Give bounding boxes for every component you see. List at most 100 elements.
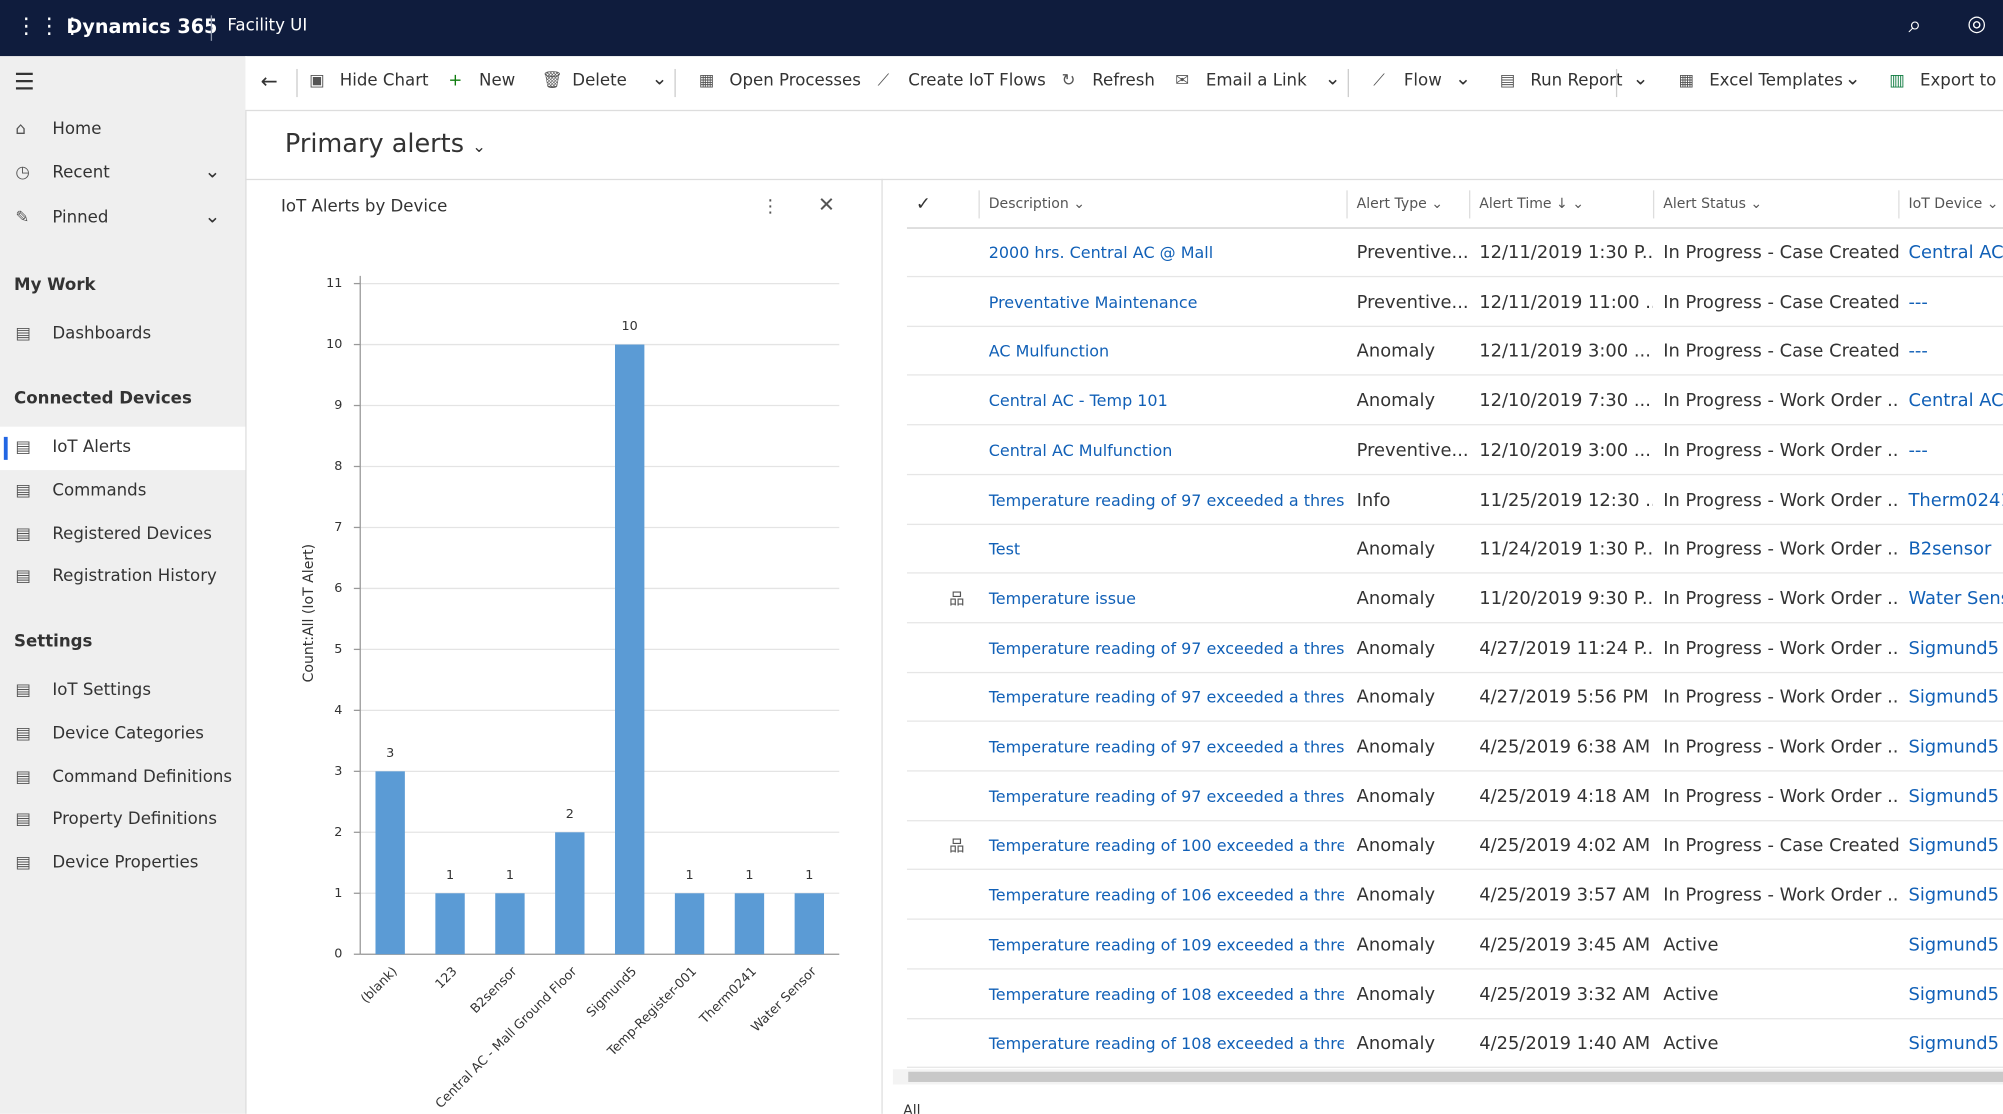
grid-cell[interactable]: Temperature reading of 97 exceeded a thr… (988, 687, 1344, 707)
column-separator (1469, 190, 1471, 219)
grid-cell[interactable]: Central AC Mulfunction (988, 440, 1173, 460)
grid-cell[interactable]: --- (1908, 341, 1928, 363)
grid-cell: Preventive... (1356, 292, 1469, 313)
nav-item[interactable]: ▤ Property Definitions (0, 798, 245, 841)
grid-cell[interactable]: Temperature reading of 109 exceeded a th… (988, 934, 1344, 954)
grid-cell[interactable]: Temperature reading of 97 exceeded a thr… (988, 786, 1344, 806)
chevron[interactable]: ⌄ (1324, 66, 1341, 90)
bar[interactable] (794, 893, 825, 955)
grid-cell: Anomaly (1356, 737, 1436, 758)
command-label: New (479, 71, 516, 91)
chevron[interactable]: ⌄ (1632, 66, 1649, 90)
command-icon: ▦ (1678, 71, 1695, 91)
chevron[interactable]: ⌄ (651, 66, 668, 90)
select-all[interactable]: ✓ (915, 194, 931, 215)
grid-cell[interactable]: Temperature reading of 100 exceeded a th… (988, 835, 1344, 856)
grid-cell[interactable]: Sigmund5 (1908, 638, 1999, 659)
grid-cell[interactable]: Sigmund5 (1908, 786, 1999, 807)
nav-label: Registered Devices (52, 525, 212, 545)
bar[interactable] (435, 893, 465, 955)
grid-cell[interactable]: Sigmund5 (1908, 737, 1999, 758)
nav-item[interactable]: ✎ Pinned ⌄ (0, 204, 245, 230)
nav-item[interactable]: ◷ Recent ⌄ (0, 160, 245, 185)
grid-cell[interactable]: Sigmund5 (1908, 984, 1999, 1005)
grid-cell[interactable]: AC Mulfunction (988, 341, 1110, 361)
command-icon: ▣ (309, 71, 325, 91)
bar[interactable] (555, 832, 585, 955)
nav-item[interactable]: ▤ Registration History (0, 556, 245, 599)
grid-cell: In Progress - Case Created (1663, 242, 1899, 264)
app-name[interactable]: Dynamics 365 (66, 15, 218, 39)
grid-cell[interactable]: Temperature reading of 97 exceeded a thr… (988, 737, 1344, 757)
tasks-icon[interactable]: ◎ (1967, 11, 1987, 38)
grid-cell[interactable]: Therm0241 (1908, 489, 2003, 511)
column-header[interactable]: Alert Time ↓ ⌄ (1479, 195, 1585, 213)
scroll-thumb[interactable] (908, 1071, 2003, 1082)
more-icon[interactable]: ⋮ (761, 196, 779, 217)
grid-cell[interactable]: --- (1908, 440, 1928, 461)
command-icon: ▦ (698, 71, 715, 91)
grid-cell[interactable]: Sigmund5 (1908, 885, 1999, 906)
grid-cell[interactable]: Temperature reading of 108 exceeded a th… (988, 1033, 1344, 1053)
column-header[interactable]: IoT Device ⌄ (1908, 195, 1999, 213)
hierarchy-icon[interactable]: 品 (949, 837, 965, 856)
command-label: Export to E (1919, 71, 2003, 91)
close-icon[interactable]: ✕ (818, 193, 835, 217)
search-icon[interactable]: ⌕ (1908, 11, 1922, 39)
jump-bar-item[interactable]: All (903, 1102, 921, 1114)
nav-item[interactable]: ▤ IoT Alerts (0, 426, 246, 471)
nav-icon: ▤ (15, 567, 32, 587)
bar[interactable] (734, 893, 765, 955)
grid-cell[interactable]: 2000 hrs. Central AC @ Mall (988, 242, 1214, 262)
grid-cell[interactable]: Temperature reading of 97 exceeded a thr… (988, 638, 1344, 658)
grid-cell: In Progress - Work Order ... (1663, 638, 1899, 659)
row-border (906, 968, 2003, 970)
menu-icon[interactable]: ☰ (14, 68, 35, 96)
grid-cell[interactable]: Temperature reading of 108 exceeded a th… (988, 984, 1344, 1004)
bar[interactable] (674, 893, 705, 955)
nav-item[interactable]: ▤ Dashboards (0, 313, 245, 356)
grid-cell[interactable]: Temperature reading of 106 exceeded a th… (988, 885, 1344, 905)
app-launcher[interactable]: ⋮⋮⋮ (15, 14, 85, 40)
grid-cell: Anomaly (1356, 835, 1436, 857)
grid-cell: Info (1356, 489, 1391, 511)
bar[interactable] (495, 893, 525, 955)
grid-cell: Anomaly (1356, 588, 1436, 610)
column-header[interactable]: Alert Status ⌄ (1663, 195, 1763, 213)
grid-cell[interactable]: --- (1908, 292, 1928, 313)
nav-label: Home (52, 120, 102, 140)
grid-cell[interactable]: Central AC - (1908, 391, 2003, 412)
nav-item[interactable]: ⌂ Home (0, 119, 245, 142)
grid-cell[interactable]: Temperature issue (988, 588, 1136, 608)
view-title[interactable]: Primary alerts ⌄ (284, 127, 487, 159)
grid-cell[interactable]: Sigmund5 (1908, 1033, 1999, 1055)
column-header[interactable]: Alert Type ⌄ (1356, 195, 1444, 213)
hierarchy-icon[interactable]: 品 (949, 590, 965, 608)
grid-cell[interactable]: Sigmund5 (1908, 687, 1999, 709)
grid-cell[interactable]: Temperature reading of 97 exceeded a thr… (988, 489, 1344, 510)
nav-item[interactable]: ▤ Device Properties (0, 842, 245, 885)
nav-label: Pinned (52, 208, 109, 228)
command-icon: + (448, 71, 463, 91)
grid-cell[interactable]: Sigmund5 (1908, 835, 1999, 857)
chevron[interactable]: ⌄ (1454, 66, 1472, 90)
grid-cell[interactable]: Test (988, 539, 1021, 559)
grid-cell[interactable]: Preventative Maintenance (988, 292, 1198, 312)
grid-cell[interactable]: Central AC - (1908, 242, 2003, 264)
bar[interactable] (614, 344, 645, 955)
grid-cell[interactable]: Central AC - Temp 101 (988, 391, 1168, 411)
nav-item[interactable]: ▤ Device Categories (0, 713, 245, 756)
nav-item[interactable]: ▤ Commands (0, 470, 245, 513)
grid-cell[interactable]: Sigmund5 (1908, 934, 1999, 956)
y-tick-label: 9 (334, 398, 342, 413)
column-header[interactable]: Description ⌄ (988, 195, 1086, 213)
grid-cell[interactable]: Water Senso (1908, 588, 2003, 610)
grid-cell: Anomaly (1356, 984, 1436, 1005)
nav-item[interactable]: ▤ Command Definitions (0, 756, 245, 799)
grid-cell[interactable]: B2sensor (1908, 539, 1992, 560)
bar[interactable] (375, 771, 405, 955)
nav-item[interactable]: ▤ Registered Devices (0, 514, 245, 557)
back-button[interactable]: ← (260, 68, 278, 94)
nav-item[interactable]: ▤ IoT Settings (0, 669, 245, 712)
chevron[interactable]: ⌄ (1844, 66, 1861, 90)
